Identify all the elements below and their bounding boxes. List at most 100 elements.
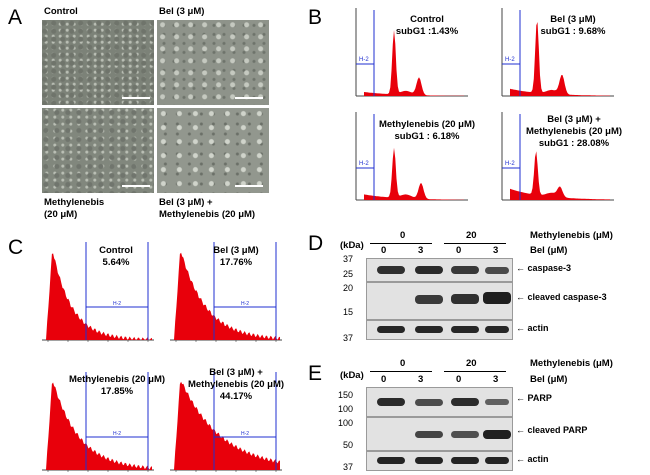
panel-b-combination-subg1: subG1 : 28.08% <box>538 138 610 149</box>
band-label-caspase-3: ← caspase-3 <box>516 263 572 273</box>
cell-cycle-histogram-combination: H-2 <box>501 112 614 201</box>
micrograph-methylenebis <box>42 108 154 193</box>
panel-d-underline-20 <box>444 243 506 244</box>
micrograph-combination <box>157 108 269 193</box>
panel-d-marker-20: 20 <box>342 283 353 293</box>
panel-c-bel-title: Bel (3 μM) <box>213 245 259 256</box>
panel-b-control-title: Control <box>410 14 444 25</box>
histogram-fill <box>174 252 280 340</box>
panel-e-kda: (kDa) <box>340 370 364 381</box>
panel-d-underline-0 <box>370 243 432 244</box>
panel-e-marker-100b: 100 <box>337 418 353 428</box>
micrograph-control <box>42 20 154 105</box>
cell-cycle-histogram-methylenebis: H-2 <box>355 112 468 201</box>
panel-d-marker-25: 25 <box>342 269 353 279</box>
histogram-fill <box>364 30 464 96</box>
panel-c-combination-title: Bel (3 μM) + <box>209 367 263 378</box>
panel-a-label-combination-dose: Methylenebis (20 μM) <box>159 209 256 220</box>
panel-a-label-combination: Bel (3 μM) + <box>159 197 213 208</box>
blot-actin-d <box>366 320 513 340</box>
flow-histogram-combination: H-2 <box>170 372 282 472</box>
panel-e-bel-label: Bel (μM) <box>530 374 568 385</box>
panel-e-underline-0 <box>370 371 432 372</box>
panel-c-letter: C <box>8 236 24 259</box>
histogram-fill <box>46 253 152 340</box>
panel-e-methylenebis-label: Methylenebis (μM) <box>530 358 613 369</box>
panel-a-label-methylenebis: Methylenebis <box>44 197 105 208</box>
panel-b-bel-subg1: subG1 : 9.68% <box>540 26 606 37</box>
blot-caspase-3 <box>366 258 513 282</box>
panel-c-methylenebis-value: 17.85% <box>100 386 134 397</box>
panel-c-methylenebis-title: Methylenebis (20 μM) <box>68 374 166 385</box>
panel-e-underline-20 <box>444 371 506 372</box>
panel-e-letter: E <box>308 362 323 385</box>
gate-label: H-2 <box>113 431 121 437</box>
gate-label: H-2 <box>505 57 515 63</box>
panel-d-methylenebis-label: Methylenebis (μM) <box>530 230 613 241</box>
micrograph-bel <box>157 20 269 105</box>
panel-d-bel-dose-3: 0 <box>456 245 462 256</box>
panel-b-combination-dose: Methylenebis (20 μM) <box>525 126 623 137</box>
histogram-fill <box>364 147 464 200</box>
panel-a-letter: A <box>8 6 23 29</box>
histogram-fill <box>174 381 280 470</box>
panel-e-marker-100: 100 <box>337 404 353 414</box>
panel-e-marker-37: 37 <box>342 462 353 472</box>
band-label-actin-d: ← actin <box>516 323 549 333</box>
blot-cleaved-parp <box>366 417 513 451</box>
gate-label: H-2 <box>505 161 515 167</box>
panel-d-bel-dose-1: 0 <box>381 245 387 256</box>
panel-e-bel-dose-3: 0 <box>456 374 462 385</box>
panel-b-control-subg1: subG1 :1.43% <box>395 26 459 37</box>
panel-b-methylenebis-title: Methylenebis (20 μM) <box>378 119 476 130</box>
blot-parp <box>366 387 513 417</box>
panel-d-marker-15: 15 <box>342 307 353 317</box>
panel-d-bel-dose-2: 3 <box>418 245 424 256</box>
flow-histogram-methylenebis: H-2 <box>42 372 154 472</box>
panel-d-bel-dose-4: 3 <box>493 245 499 256</box>
panel-d-marker-37: 37 <box>342 254 353 264</box>
blot-actin-e <box>366 451 513 471</box>
band-label-parp: ← PARP <box>516 393 552 403</box>
panel-a-label-bel: Bel (3 μM) <box>159 6 205 17</box>
panel-c-bel-value: 17.76% <box>219 257 253 268</box>
panel-c-control-title: Control <box>99 245 133 256</box>
panel-e-meth-dose-20: 20 <box>466 358 477 369</box>
panel-d-bel-label: Bel (μM) <box>530 245 568 256</box>
panel-a-label-methylenebis-dose: (20 μM) <box>44 209 78 220</box>
band-label-actin-e: ← actin <box>516 454 549 464</box>
flow-histogram-bel: H-2 <box>170 242 282 342</box>
gate-label: H-2 <box>359 57 369 63</box>
panel-c-combination-value: 44.17% <box>219 391 253 402</box>
panel-e-marker-50: 50 <box>342 440 353 450</box>
blot-cleaved-caspase-3 <box>366 282 513 320</box>
panel-d-meth-dose-20: 20 <box>466 230 477 241</box>
gate-label: H-2 <box>241 431 249 437</box>
panel-d-letter: D <box>308 232 324 255</box>
cell-cycle-histogram-bel: H-2 <box>501 8 614 97</box>
panel-e-bel-dose-1: 0 <box>381 374 387 385</box>
panel-d-kda: (kDa) <box>340 240 364 251</box>
panel-b-letter: B <box>308 6 323 29</box>
panel-c-combination-dose: Methylenebis (20 μM) <box>187 379 285 390</box>
gate-label: H-2 <box>113 301 121 307</box>
histogram-fill <box>510 151 610 200</box>
band-label-cleaved-parp: ← cleaved PARP <box>516 425 588 435</box>
panel-e-bel-dose-2: 3 <box>418 374 424 385</box>
gate-label: H-2 <box>359 161 369 167</box>
panel-e-meth-dose-0: 0 <box>400 358 406 369</box>
panel-c-control-value: 5.64% <box>102 257 130 268</box>
panel-d-marker-37b: 37 <box>342 333 353 343</box>
panel-b-bel-title: Bel (3 μM) <box>550 14 596 25</box>
histogram-fill <box>46 382 152 470</box>
panel-b-combination-title: Bel (3 μM) + <box>547 114 601 125</box>
flow-histogram-control: H-2 <box>42 242 154 342</box>
panel-a-label-control: Control <box>44 6 78 17</box>
panel-d-meth-dose-0: 0 <box>400 230 406 241</box>
panel-e-marker-150: 150 <box>337 390 353 400</box>
histogram-fill <box>510 22 610 96</box>
gate-label: H-2 <box>241 301 249 307</box>
cell-cycle-histogram-control: H-2 <box>355 8 468 97</box>
panel-e-bel-dose-4: 3 <box>493 374 499 385</box>
